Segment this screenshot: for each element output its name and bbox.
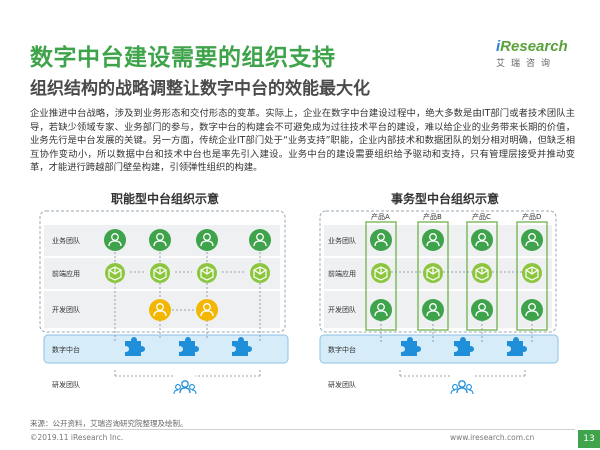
right-business-members: [370, 229, 543, 251]
product-label: 产品C: [472, 212, 491, 221]
right-diagram: 业务团队 前端应用 开发团队 数字中台 研发团队 产品A 产品B 产品C 产品D: [319, 210, 559, 397]
right-label-platform: 数字中台: [328, 345, 356, 354]
left-label-rd: 研发团队: [52, 380, 80, 389]
source-note: 来源：公开资料，艾瑞咨询研究院整理及绘制。: [30, 419, 188, 428]
right-band-platform: [319, 334, 559, 364]
left-frontend-apps: [105, 263, 270, 283]
left-band-platform: [43, 334, 289, 364]
right-label-dev: 开发团队: [328, 305, 356, 314]
right-outer-frame: [319, 210, 557, 333]
left-diagram: 业务团队 前端应用 开发团队 数字中台 研发团队: [39, 210, 289, 397]
body-paragraph: 企业推进中台战略，涉及到业务形态和交付形态的变革。实际上，企业在数字中台建设过程…: [30, 108, 575, 174]
left-outer-frame: [39, 210, 286, 333]
left-diagram-title: 职能型中台组织示意: [110, 192, 219, 206]
website: www.iresearch.com.cn: [450, 433, 535, 442]
product-label: 产品B: [423, 212, 442, 221]
right-label-frontend: 前端应用: [328, 269, 356, 278]
left-label-business: 业务团队: [52, 236, 80, 245]
right-diagram-title: 事务型中台组织示意: [390, 192, 499, 206]
footer-divider: [30, 429, 575, 430]
logo-cn: 艾瑞咨询: [496, 59, 557, 69]
left-label-platform: 数字中台: [52, 345, 80, 354]
left-dev-members: [149, 299, 218, 321]
left-business-members: [104, 229, 271, 251]
right-label-business: 业务团队: [328, 236, 356, 245]
logo-brand: iResearch: [496, 38, 568, 55]
product-label: 产品A: [371, 212, 390, 221]
left-label-frontend: 前端应用: [52, 269, 80, 278]
page-number: 13: [578, 430, 600, 448]
right-label-rd: 研发团队: [328, 380, 356, 389]
left-label-dev: 开发团队: [52, 305, 80, 314]
page-title: 数字中台建设需要的组织支持: [30, 45, 336, 71]
copyright: ©2019.11 iResearch Inc.: [30, 433, 124, 442]
iresearch-logo: iResearch 艾瑞咨询: [496, 38, 576, 70]
product-label: 产品D: [522, 212, 541, 221]
right-dev-members: [370, 299, 543, 321]
team-icon: [173, 373, 197, 397]
page-subtitle: 组织结构的战略调整让数字中台的效能最大化: [30, 79, 370, 99]
right-frontend-apps: [371, 263, 542, 283]
